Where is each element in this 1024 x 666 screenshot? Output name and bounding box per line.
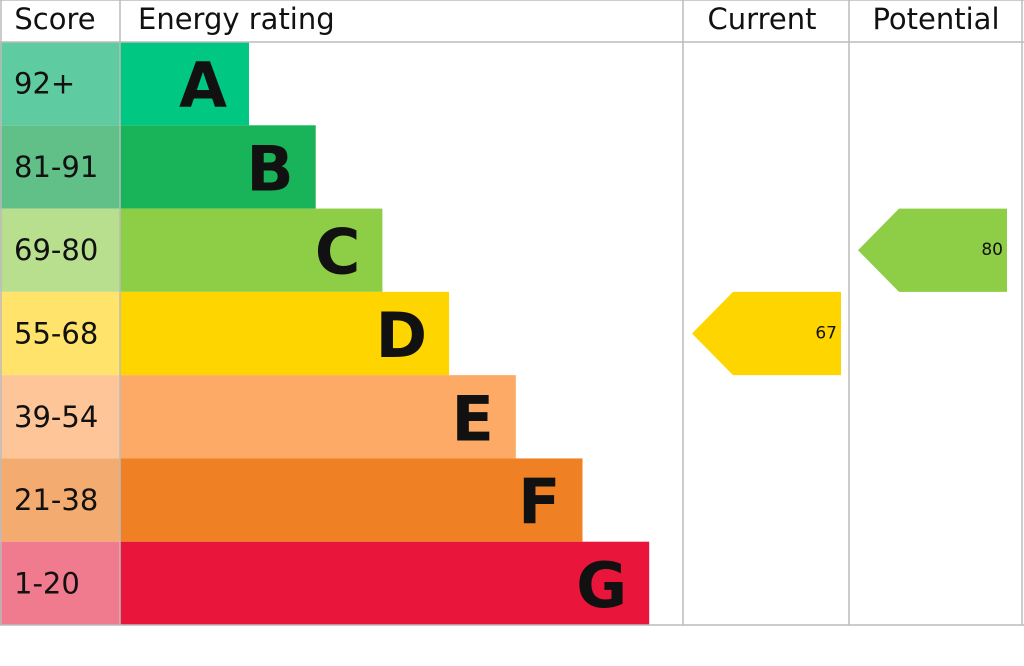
score-label: 21-38	[14, 483, 98, 517]
score-label: 1-20	[14, 566, 80, 600]
score-label: 81-91	[14, 150, 98, 184]
rating-letter: E	[451, 382, 493, 455]
rating-value: 67	[815, 324, 837, 344]
header-potential: Potential	[872, 2, 999, 36]
score-label: 39-54	[14, 400, 98, 434]
rating-bar	[120, 42, 249, 126]
score-cell	[0, 291, 120, 376]
rating-bar	[120, 208, 383, 292]
score-label: 55-68	[14, 317, 98, 351]
header-rating: Energy rating	[138, 2, 335, 36]
score-label: 69-80	[14, 233, 98, 267]
rating-bar	[120, 291, 450, 376]
rating-letter: D	[376, 299, 427, 372]
rating-arrow	[858, 208, 1007, 292]
rating-bar	[120, 375, 516, 459]
rating-letter: A	[179, 49, 227, 122]
score-cell	[0, 208, 120, 292]
rating-letter: C	[315, 216, 361, 289]
rating-value: 80	[981, 240, 1003, 260]
score-cell	[0, 375, 120, 459]
rating-bar	[120, 458, 583, 542]
rating-letter: G	[576, 549, 627, 622]
rating-bar	[120, 125, 316, 209]
score-cell	[0, 458, 120, 542]
score-cell	[0, 42, 120, 126]
header-current: Current	[708, 2, 817, 36]
rating-arrow	[692, 291, 841, 376]
rating-letter: B	[246, 132, 293, 205]
score-label: 92+	[14, 67, 75, 101]
score-cell	[0, 125, 120, 209]
score-cell	[0, 541, 120, 625]
rating-bar	[120, 541, 650, 625]
header-score: Score	[14, 2, 95, 36]
rating-letter: F	[518, 466, 560, 539]
